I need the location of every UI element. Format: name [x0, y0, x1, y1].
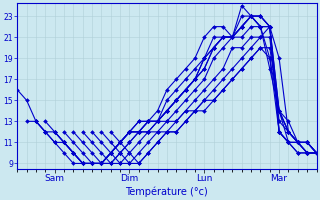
X-axis label: Température (°c): Température (°c)	[125, 186, 208, 197]
